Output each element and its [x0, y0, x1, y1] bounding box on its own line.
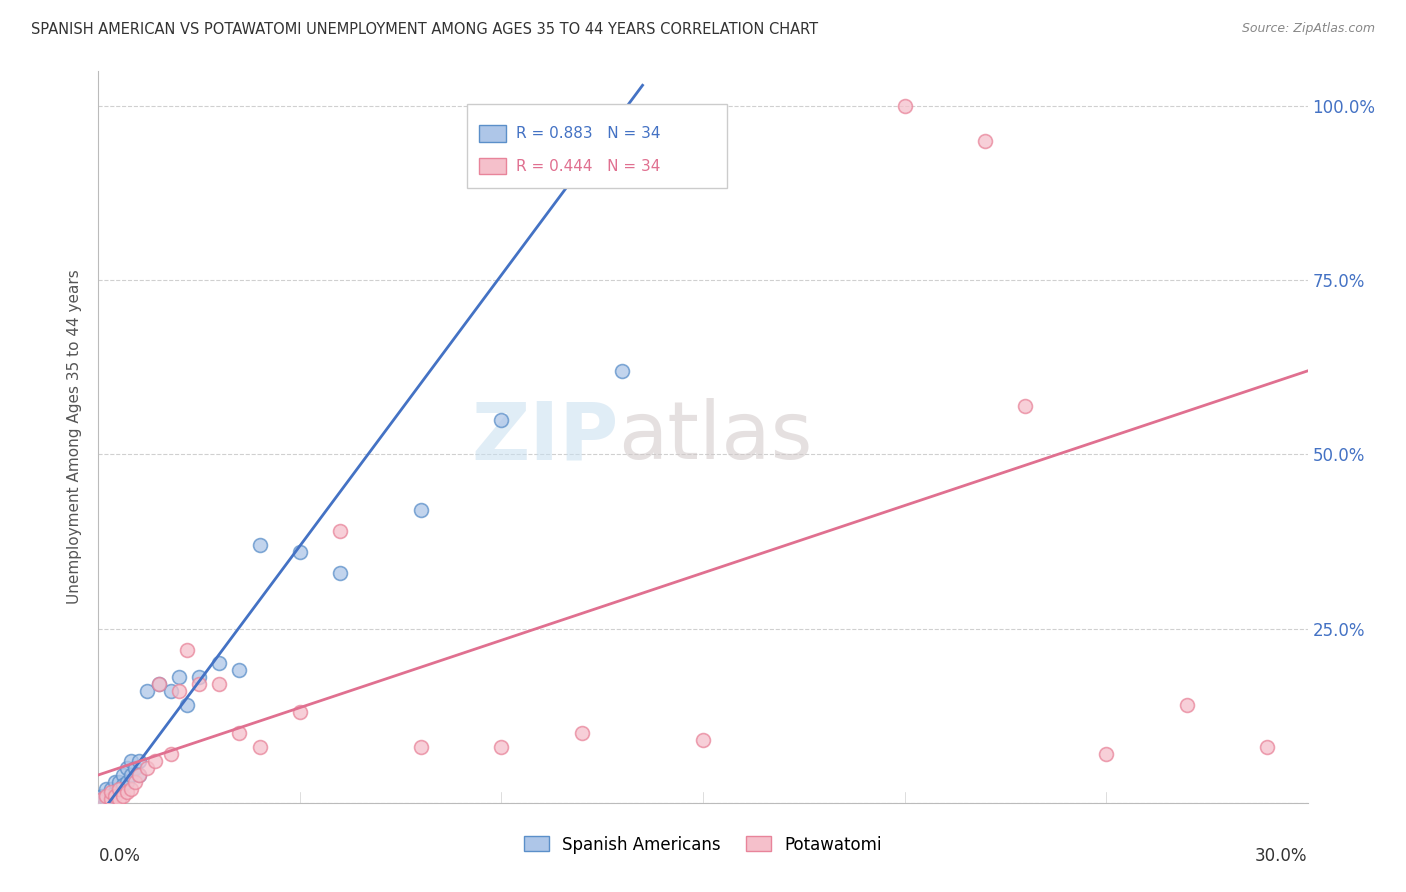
Point	[249, 740, 271, 755]
Text: Source: ZipAtlas.com: Source: ZipAtlas.com	[1241, 22, 1375, 36]
Point	[107, 781, 129, 796]
Point	[1256, 740, 1278, 755]
Point	[160, 747, 183, 761]
Text: 30.0%: 30.0%	[1256, 847, 1308, 864]
Point	[103, 775, 125, 789]
Point	[1095, 747, 1118, 761]
Point	[115, 785, 138, 799]
Point	[128, 768, 150, 782]
Point	[96, 792, 118, 806]
Point	[288, 545, 311, 559]
Point	[208, 657, 231, 671]
Point	[148, 677, 170, 691]
Point	[111, 778, 134, 792]
Point	[107, 775, 129, 789]
Point	[111, 768, 134, 782]
Y-axis label: Unemployment Among Ages 35 to 44 years: Unemployment Among Ages 35 to 44 years	[67, 269, 83, 605]
Legend: Spanish Americans, Potawatomi: Spanish Americans, Potawatomi	[517, 829, 889, 860]
Point	[143, 754, 166, 768]
Text: atlas: atlas	[619, 398, 813, 476]
Text: SPANISH AMERICAN VS POTAWATOMI UNEMPLOYMENT AMONG AGES 35 TO 44 YEARS CORRELATIO: SPANISH AMERICAN VS POTAWATOMI UNEMPLOYM…	[31, 22, 818, 37]
Point	[100, 789, 122, 803]
Point	[103, 785, 125, 799]
Point	[96, 781, 118, 796]
Point	[188, 670, 211, 684]
Point	[91, 792, 114, 806]
Point	[107, 792, 129, 806]
Point	[228, 664, 250, 678]
Point	[228, 726, 250, 740]
Point	[1014, 399, 1036, 413]
Text: 0.0%: 0.0%	[98, 847, 141, 864]
Text: R = 0.883   N = 34: R = 0.883 N = 34	[516, 126, 659, 141]
Point	[128, 754, 150, 768]
Point	[100, 781, 122, 796]
Point	[176, 642, 198, 657]
Point	[96, 789, 118, 803]
Point	[491, 740, 513, 755]
Text: R = 0.444   N = 34: R = 0.444 N = 34	[516, 159, 659, 174]
FancyBboxPatch shape	[467, 104, 727, 188]
Point	[188, 677, 211, 691]
Point	[120, 781, 142, 796]
Point	[612, 364, 634, 378]
Point	[167, 670, 190, 684]
Point	[111, 789, 134, 803]
Point	[692, 733, 714, 747]
FancyBboxPatch shape	[479, 126, 506, 142]
Point	[124, 761, 146, 775]
Point	[100, 785, 122, 799]
FancyBboxPatch shape	[479, 159, 506, 175]
Point	[288, 705, 311, 719]
Point	[115, 775, 138, 789]
Point	[124, 775, 146, 789]
Point	[148, 677, 170, 691]
Point	[128, 768, 150, 782]
Point	[120, 768, 142, 782]
Point	[167, 684, 190, 698]
Point	[409, 503, 432, 517]
Point	[100, 792, 122, 806]
Point	[176, 698, 198, 713]
Point	[120, 754, 142, 768]
Point	[91, 792, 114, 806]
Point	[491, 412, 513, 426]
Point	[571, 726, 593, 740]
Point	[893, 99, 915, 113]
Point	[409, 740, 432, 755]
Point	[103, 789, 125, 803]
Point	[249, 538, 271, 552]
Point	[115, 761, 138, 775]
Point	[91, 789, 114, 803]
Point	[329, 566, 352, 580]
Point	[974, 134, 997, 148]
Text: ZIP: ZIP	[471, 398, 619, 476]
Point	[135, 761, 157, 775]
Point	[107, 781, 129, 796]
Point	[160, 684, 183, 698]
Point	[329, 524, 352, 538]
Point	[96, 789, 118, 803]
Point	[135, 684, 157, 698]
Point	[208, 677, 231, 691]
Point	[1175, 698, 1198, 713]
